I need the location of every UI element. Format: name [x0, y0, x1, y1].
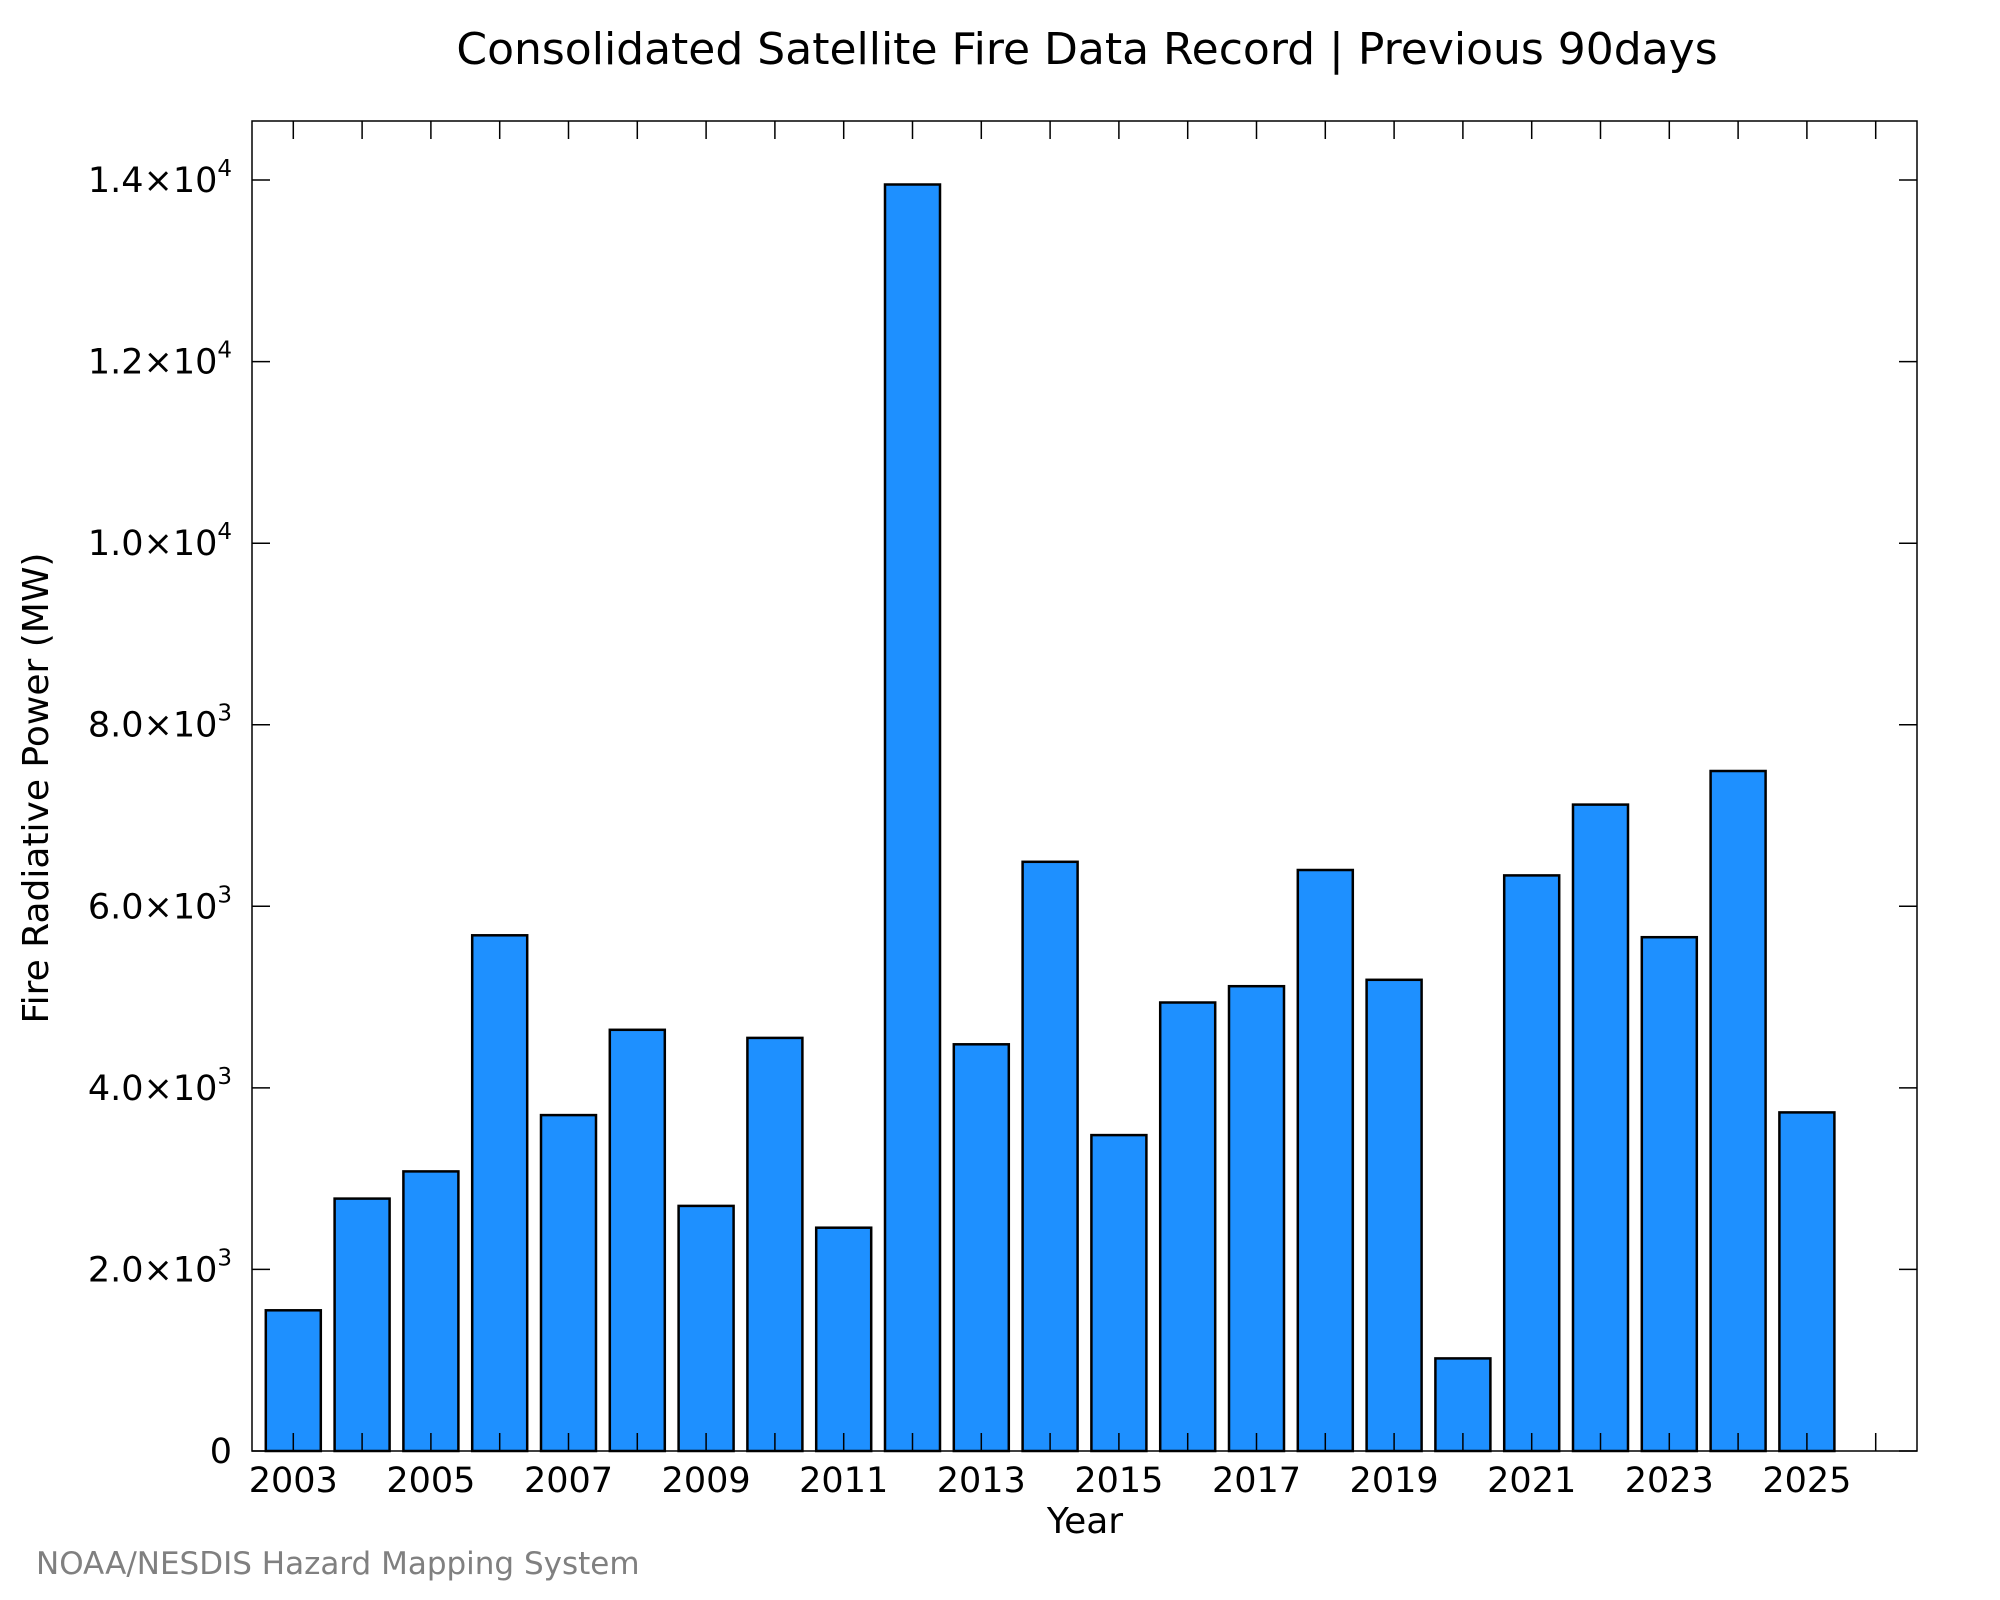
- bar-2018: [1296, 868, 1355, 1453]
- bar-2014: [1021, 860, 1079, 1453]
- bar-2023: [1640, 935, 1699, 1453]
- bar-2022: [1571, 803, 1630, 1453]
- y-tick-label-6000: 6.0×103: [88, 882, 232, 927]
- x-tick-label-2007: 2007: [524, 1461, 613, 1501]
- bar-2019: [1365, 978, 1423, 1453]
- bar-2012: [883, 183, 942, 1453]
- bar-2008: [608, 1028, 667, 1453]
- y-tick-label-10000: 1.0×104: [88, 519, 232, 564]
- y-tick-label-8000: 8.0×103: [88, 701, 232, 746]
- x-tick-label-2013: 2013: [937, 1461, 1026, 1501]
- ticks-layer: [252, 121, 1917, 1452]
- plot-frame: [251, 120, 1918, 1452]
- bar-2013: [952, 1043, 1011, 1453]
- y-tick-label-4000: 4.0×103: [88, 1064, 232, 1109]
- x-tick-label-2011: 2011: [799, 1461, 888, 1501]
- chart-title: Consolidated Satellite Fire Data Record …: [456, 24, 1717, 75]
- bar-2007: [539, 1113, 598, 1453]
- y-tick-label-2000: 2.0×103: [88, 1245, 232, 1290]
- x-tick-label-2003: 2003: [249, 1461, 338, 1501]
- x-tick-label-2023: 2023: [1625, 1461, 1714, 1501]
- y-tick-label-0: 0: [210, 1432, 232, 1472]
- bars-layer: [264, 183, 1836, 1453]
- bar-2009: [677, 1204, 735, 1453]
- x-tick-label-2019: 2019: [1350, 1461, 1439, 1501]
- bar-2021: [1502, 874, 1561, 1453]
- x-axis-label: Year: [1046, 1501, 1123, 1542]
- bar-2015: [1090, 1133, 1148, 1453]
- x-tick-label-2017: 2017: [1212, 1461, 1301, 1501]
- bar-2005: [402, 1170, 460, 1453]
- y-axis-label: Fire Radiative Power (MW): [16, 553, 57, 1024]
- y-tick-labels: 0 2.0×103 4.0×103 6.0×103 8.0×103 1.0×104 1.2×…: [88, 156, 232, 1472]
- bar-2003: [264, 1309, 323, 1453]
- x-tick-label-2005: 2005: [386, 1461, 475, 1501]
- bar-2016: [1158, 1001, 1217, 1453]
- x-tick-label-2015: 2015: [1074, 1461, 1163, 1501]
- bar-2017: [1227, 984, 1286, 1453]
- bar-2004: [333, 1197, 391, 1453]
- x-tick-label-2009: 2009: [662, 1461, 751, 1501]
- x-tick-label-2025: 2025: [1762, 1461, 1851, 1501]
- bar-2024: [1709, 769, 1767, 1453]
- x-tick-labels: 2003 2005 2007 2009 2011 2013 2015 2017 2019 2021…: [249, 1461, 1852, 1501]
- x-tick-label-2021: 2021: [1487, 1461, 1576, 1501]
- bar-2025: [1778, 1111, 1836, 1453]
- bar-2010: [746, 1036, 804, 1453]
- y-tick-label-14000: 1.4×104: [88, 156, 232, 201]
- bar-2011: [814, 1226, 873, 1453]
- y-tick-label-12000: 1.2×104: [88, 338, 232, 383]
- credit-text: NOAA/NESDIS Hazard Mapping System: [36, 1546, 640, 1582]
- bar-2006: [470, 934, 529, 1453]
